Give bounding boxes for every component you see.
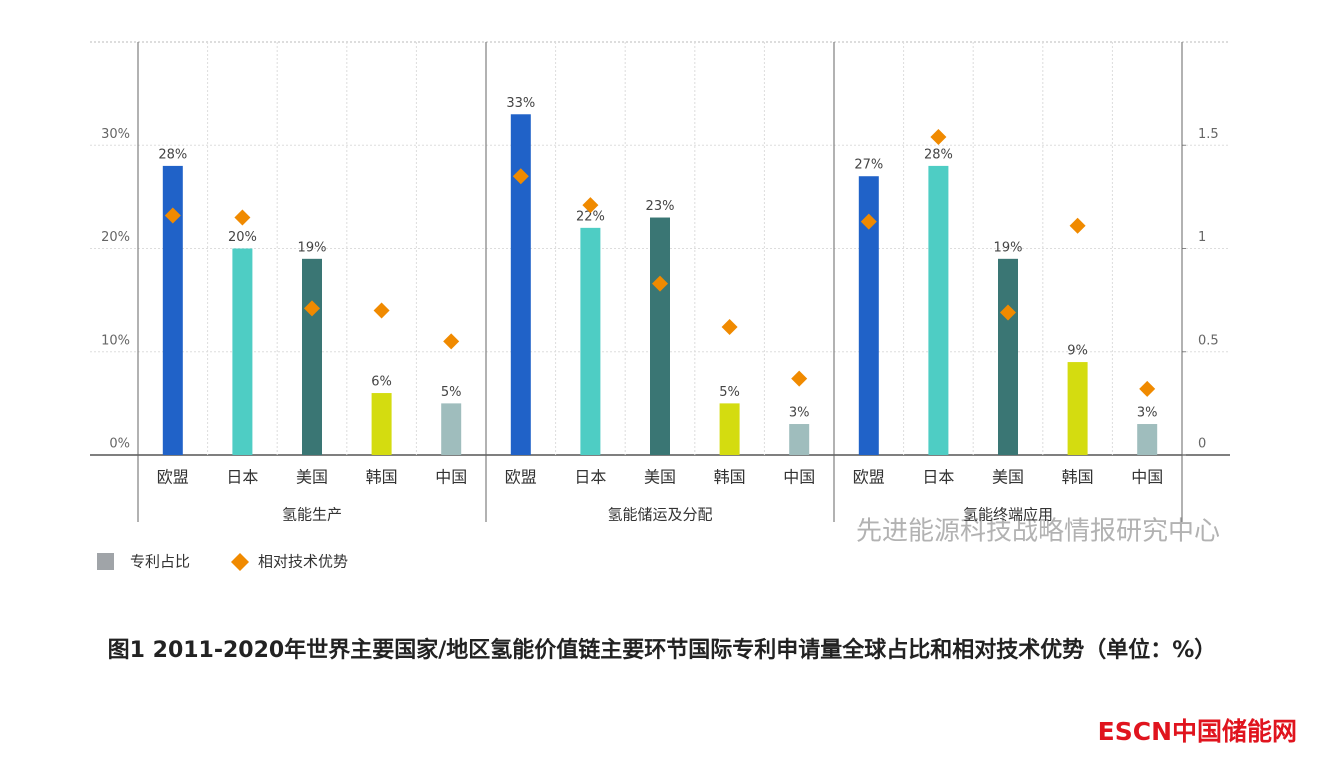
legend-label: 专利占比 [130, 553, 190, 571]
y-tick-label: 20% [101, 230, 130, 245]
data-label: 9% [1067, 344, 1088, 359]
bar [510, 114, 531, 456]
data-label: 23% [646, 199, 675, 214]
diamond [721, 318, 738, 335]
x-tick-label: 中国 [435, 468, 467, 487]
x-tick-label: 韩国 [1062, 468, 1094, 487]
bar [1067, 362, 1088, 455]
x-tick-label: 欧盟 [157, 468, 189, 487]
bar [441, 403, 462, 455]
y-tick-label: 10% [101, 333, 130, 348]
watermark: 先进能源科技战略情报研究中心 [856, 517, 1220, 547]
x-tick-label: 中国 [1131, 468, 1163, 487]
legend-swatch [97, 553, 114, 570]
diamond [443, 333, 460, 350]
diamond [164, 207, 181, 224]
legend-label: 相对技术优势 [258, 553, 348, 571]
x-tick-label: 美国 [296, 468, 328, 487]
diamond [582, 197, 599, 214]
data-label: 33% [506, 96, 535, 111]
bar [162, 165, 183, 455]
bar [998, 258, 1018, 455]
bar [580, 227, 601, 455]
bar [928, 165, 949, 455]
y2-tick-label: 1.5 [1198, 127, 1219, 142]
data-label: 19% [994, 240, 1023, 255]
data-label: 3% [1137, 406, 1158, 421]
data-label: 19% [298, 240, 327, 255]
data-label: 28% [158, 147, 187, 162]
data-label: 5% [719, 385, 740, 400]
diamond [860, 213, 877, 230]
x-tick-label: 韩国 [366, 468, 398, 487]
x-tick-label: 美国 [992, 468, 1024, 487]
diamond [304, 300, 320, 317]
group-label: 氢能终端应用 [963, 506, 1053, 524]
data-label: 27% [854, 158, 883, 173]
diamond [1069, 217, 1086, 234]
bar [371, 393, 392, 455]
data-label: 28% [924, 147, 953, 162]
diamond [1000, 304, 1016, 321]
diamond [234, 209, 251, 226]
diamond [512, 168, 529, 185]
data-label: 3% [789, 406, 810, 421]
diamond [652, 275, 668, 292]
bar [232, 248, 253, 455]
x-tick-label: 韩国 [714, 468, 746, 487]
logo: ESCN中国储能网 [1097, 717, 1297, 746]
bar [858, 176, 879, 455]
chart: 先进能源科技战略情报研究中心 0% 10% 20% 30% 0 0.5 1 1.5 氢能生产 欧盟… [90, 41, 1230, 571]
y2-tick-label: 0.5 [1198, 333, 1219, 348]
x-tick-label: 中国 [783, 468, 815, 487]
y2-tick-label: 0 [1198, 437, 1206, 452]
bar [719, 403, 740, 455]
bar [789, 424, 810, 455]
bar [302, 258, 322, 455]
data-label: 6% [371, 375, 392, 390]
diamond [791, 370, 808, 387]
diamond [373, 302, 390, 319]
x-tick-label: 美国 [644, 468, 676, 487]
y-tick-label: 30% [101, 127, 130, 142]
diamond [930, 128, 947, 145]
bar [1137, 424, 1158, 455]
x-tick-label: 日本 [226, 468, 258, 487]
data-label: 5% [441, 385, 462, 400]
x-tick-label: 日本 [574, 468, 606, 487]
y-tick-label: 0% [109, 437, 130, 452]
x-tick-label: 欧盟 [505, 468, 537, 487]
group-label: 氢能储运及分配 [607, 506, 712, 524]
y2-tick-label: 1 [1198, 230, 1206, 245]
x-tick-label: 欧盟 [853, 468, 885, 487]
data-label: 22% [576, 209, 605, 224]
caption: 图1 2011-2020年世界主要国家/地区氢能价值链主要环节国际专利申请量全球… [107, 638, 1217, 663]
group-label: 氢能生产 [282, 506, 342, 524]
legend-swatch [231, 553, 249, 571]
data-label: 20% [228, 230, 257, 245]
x-tick-label: 日本 [922, 468, 954, 487]
diamond [1139, 380, 1156, 397]
bar [650, 217, 670, 455]
